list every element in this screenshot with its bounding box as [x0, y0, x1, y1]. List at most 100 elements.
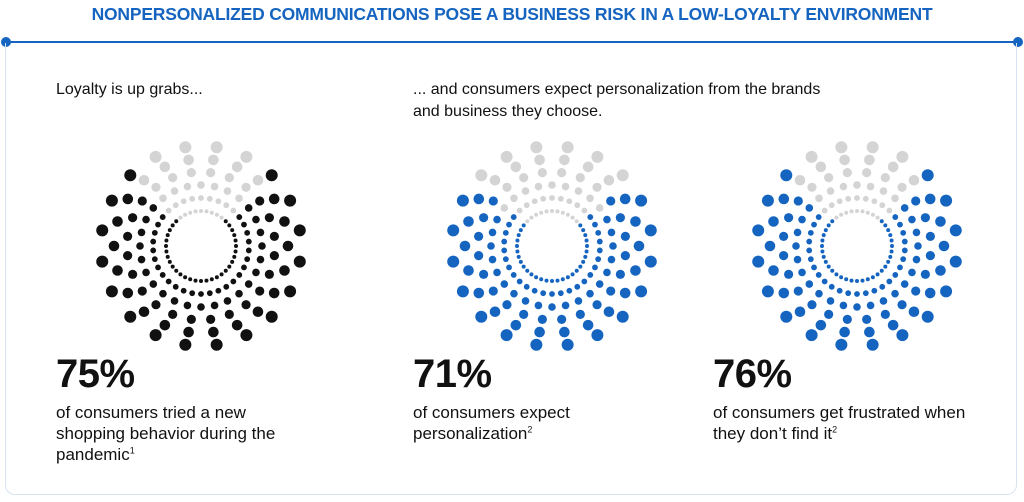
filled-dot-chart-3: [892, 214, 899, 220]
filled-dot-chart-1: [96, 255, 109, 268]
filled-dot-chart-3: [908, 268, 916, 277]
empty-dot-chart-3: [875, 215, 880, 220]
filled-dot-chart-2: [501, 247, 508, 254]
filled-dot-chart-1: [241, 221, 247, 228]
filled-dot-chart-2: [493, 215, 501, 224]
filled-dot-chart-2: [521, 264, 526, 269]
filled-dot-chart-3: [798, 268, 806, 277]
filled-dot-chart-1: [233, 238, 238, 243]
filled-dot-chart-1: [167, 228, 172, 233]
filled-dot-chart-1: [223, 219, 228, 224]
empty-dot-chart-2: [555, 209, 560, 214]
filled-dot-chart-1: [159, 214, 166, 220]
filled-dot-chart-3: [920, 269, 930, 279]
filled-dot-chart-2: [488, 255, 497, 264]
filled-dot-chart-1: [223, 283, 230, 290]
empty-dot-chart-3: [845, 195, 852, 202]
filled-dot-chart-3: [855, 279, 859, 283]
filled-dot-chart-1: [230, 259, 235, 264]
filled-dot-chart-3: [807, 229, 814, 236]
filled-dot-chart-3: [821, 278, 828, 285]
filled-dot-chart-2: [525, 268, 530, 273]
filled-dot-chart-3: [911, 286, 921, 296]
filled-dot-chart-1: [269, 251, 279, 261]
filled-dot-chart-3: [780, 169, 793, 182]
empty-dot-chart-1: [180, 198, 187, 205]
empty-dot-chart-3: [864, 154, 875, 166]
filled-dot-chart-3: [865, 277, 870, 282]
filled-dot-chart-1: [269, 231, 279, 241]
footnote-marker-1: 1: [129, 445, 135, 456]
divider-right-dot: [1013, 37, 1023, 47]
filled-dot-chart-3: [805, 329, 818, 342]
empty-dot-chart-3: [839, 154, 850, 166]
empty-dot-chart-3: [897, 182, 907, 192]
stat-description-2: of consumers expect personalization2: [413, 402, 673, 444]
filled-dot-chart-2: [557, 314, 567, 324]
empty-dot-chart-3: [834, 215, 839, 220]
filled-dot-chart-2: [487, 242, 495, 250]
filled-dot-chart-2: [615, 213, 625, 223]
filled-dot-chart-1: [174, 268, 179, 273]
empty-dot-chart-2: [534, 182, 543, 191]
filled-dot-chart-2: [609, 242, 617, 250]
filled-dot-chart-2: [616, 310, 629, 323]
filled-dot-chart-2: [606, 286, 616, 296]
empty-dot-chart-2: [500, 204, 509, 212]
empty-dot-chart-1: [206, 168, 216, 178]
filled-dot-chart-2: [510, 289, 518, 298]
filled-dot-chart-3: [779, 251, 789, 261]
filled-dot-chart-3: [823, 228, 828, 233]
filled-dot-chart-1: [136, 242, 144, 250]
empty-dot-chart-1: [240, 150, 253, 163]
filled-dot-chart-2: [529, 272, 534, 277]
filled-dot-chart-3: [752, 224, 765, 237]
empty-dot-chart-2: [582, 161, 594, 173]
filled-dot-chart-2: [523, 283, 530, 290]
filled-dot-chart-2: [502, 229, 509, 236]
filled-dot-chart-3: [806, 247, 813, 254]
filled-dot-chart-2: [578, 223, 583, 228]
filled-dot-chart-3: [784, 213, 794, 223]
footnote-marker-2: 2: [527, 424, 533, 435]
filled-dot-chart-2: [516, 233, 521, 238]
dot-ring-svg-2: [447, 141, 657, 351]
empty-dot-chart-1: [241, 182, 251, 192]
empty-dot-chart-3: [891, 194, 899, 203]
filled-dot-chart-2: [587, 214, 594, 220]
filled-dot-chart-2: [501, 238, 508, 245]
filled-dot-chart-3: [778, 193, 790, 205]
filled-dot-chart-1: [215, 287, 222, 294]
filled-dot-chart-3: [879, 268, 884, 273]
filled-dot-chart-2: [582, 319, 594, 331]
filled-dot-chart-3: [805, 280, 814, 288]
filled-dot-chart-2: [531, 287, 538, 294]
filled-dot-chart-1: [112, 265, 123, 276]
filled-dot-chart-3: [911, 196, 921, 206]
filled-dot-chart-2: [555, 278, 560, 283]
filled-dot-chart-3: [821, 254, 826, 259]
filled-dot-chart-1: [167, 259, 172, 264]
empty-dot-chart-2: [510, 194, 518, 203]
filled-dot-chart-3: [839, 301, 848, 310]
empty-dot-chart-2: [523, 202, 530, 209]
empty-dot-chart-3: [807, 182, 817, 192]
filled-dot-chart-2: [561, 301, 570, 310]
filled-dot-chart-3: [866, 338, 879, 351]
empty-dot-chart-1: [230, 207, 237, 214]
filled-dot-chart-3: [892, 272, 899, 278]
filled-dot-chart-2: [544, 278, 549, 283]
empty-dot-chart-2: [525, 219, 530, 224]
filled-dot-chart-2: [518, 228, 523, 233]
filled-dot-chart-1: [105, 194, 118, 207]
filled-dot-chart-3: [764, 240, 776, 252]
empty-dot-chart-1: [178, 215, 183, 220]
filled-dot-chart-1: [137, 228, 146, 237]
filled-dot-chart-3: [883, 223, 888, 228]
filled-dot-chart-1: [264, 213, 274, 223]
filled-dot-chart-3: [886, 278, 893, 285]
empty-dot-chart-2: [591, 150, 604, 163]
empty-dot-chart-1: [252, 174, 264, 186]
filled-dot-chart-3: [897, 221, 903, 228]
filled-dot-chart-2: [592, 300, 602, 310]
